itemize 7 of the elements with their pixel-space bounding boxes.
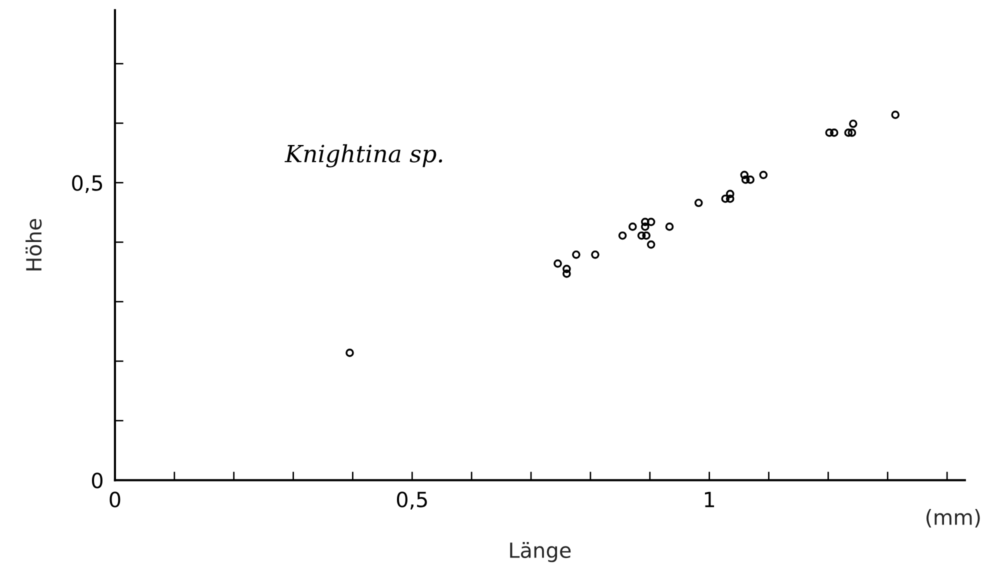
x-tick-label: 0 [110, 492, 120, 508]
x-tick-label: 0,5 [396, 492, 427, 510]
text: (mm) [926, 508, 980, 528]
x-tick-label: 1 [704, 492, 714, 508]
y-axis-title: Höhe [26, 219, 42, 270]
x-axis-title: Länge [510, 542, 571, 562]
text: Knightina sp. [284, 144, 442, 168]
